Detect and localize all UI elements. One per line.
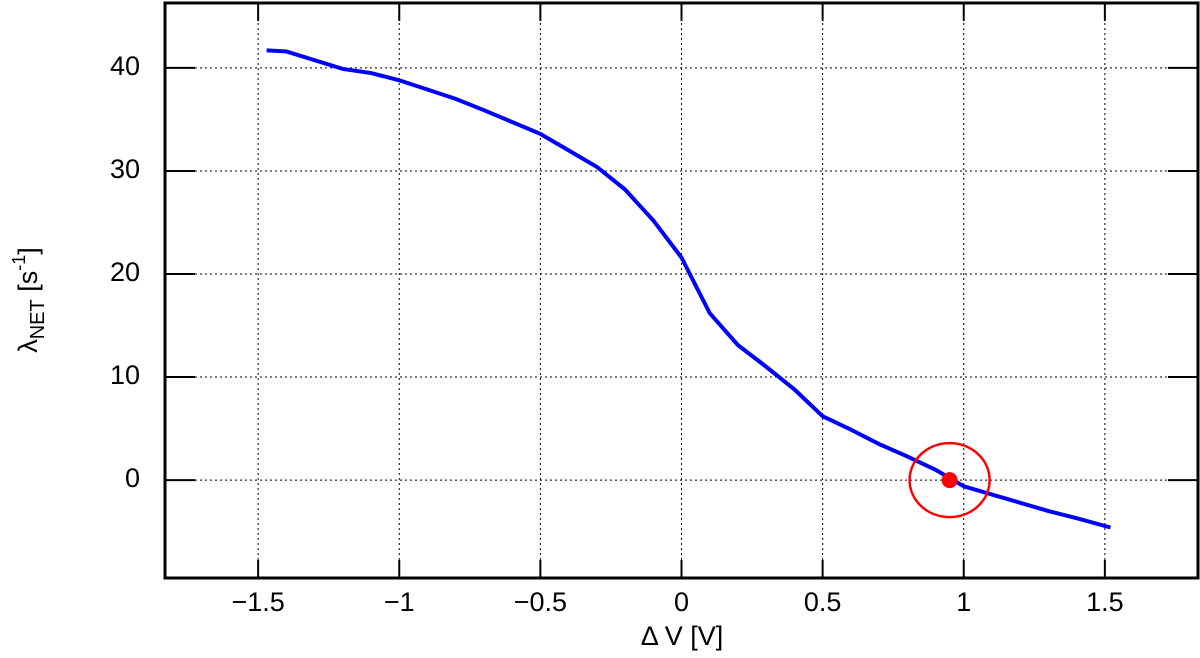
x-tick-label: 0.5	[804, 587, 842, 617]
y-label-close: ]	[13, 247, 43, 255]
y-axis-label: λNET [s-1]	[9, 247, 50, 353]
plot-frame	[163, 1, 1200, 580]
x-tick-label: 0	[674, 587, 689, 617]
x-tick-label: 1	[956, 587, 971, 617]
x-tick-label: −1.5	[231, 587, 284, 617]
highlight-point	[941, 472, 958, 489]
y-label-exponent: -1	[9, 255, 29, 271]
y-tick-label: 10	[110, 360, 140, 390]
x-tick-label: 1.5	[1086, 587, 1124, 617]
y-tick-label: 0	[125, 463, 140, 493]
x-tick-label: −1	[384, 587, 415, 617]
y-label-unit: [s	[13, 271, 43, 300]
y-tick-label: 40	[110, 51, 140, 81]
x-axis-label: Δ V [V]	[641, 621, 724, 651]
y-label-subscript: NET	[27, 299, 49, 339]
x-tick-label: −0.5	[514, 587, 567, 617]
data-line	[266, 48, 1112, 530]
highlight-ring	[908, 441, 991, 519]
y-tick-label: 30	[110, 154, 140, 184]
y-tick-label: 20	[110, 257, 140, 287]
y-label-symbol: λ	[13, 339, 43, 353]
